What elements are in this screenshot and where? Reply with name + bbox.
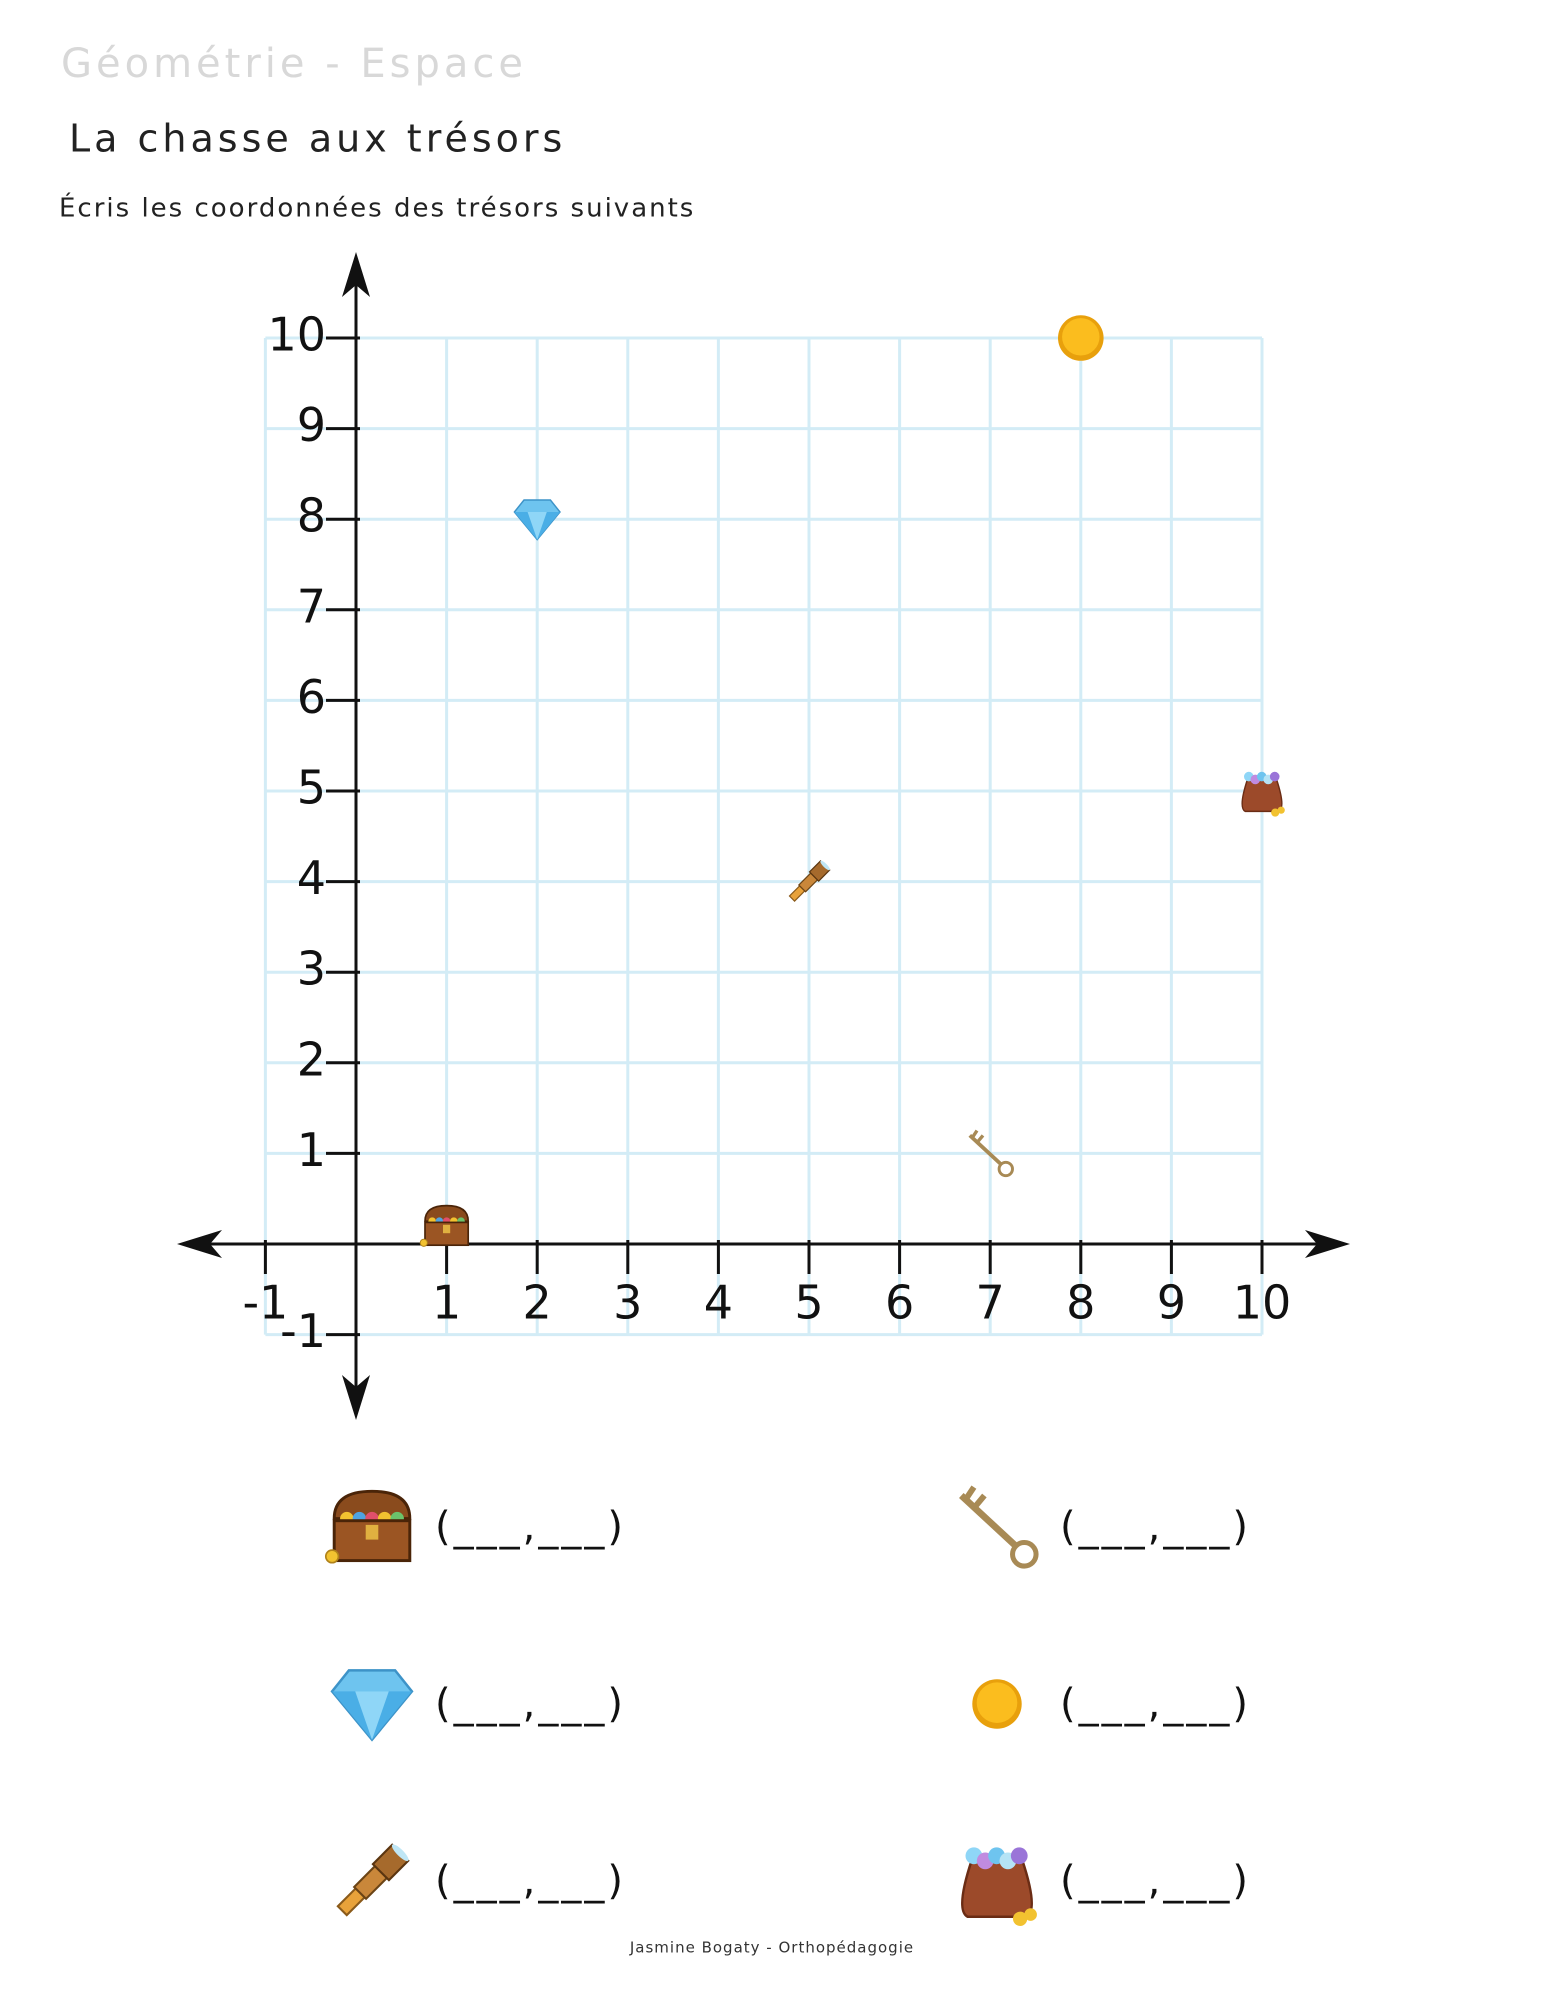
answer-blank: (___,___) bbox=[1060, 1858, 1251, 1904]
grid bbox=[263, 336, 1264, 1337]
treasure-marker bbox=[968, 1129, 1014, 1178]
shape bbox=[959, 1493, 1021, 1551]
shape bbox=[1010, 1540, 1039, 1569]
shape bbox=[391, 1844, 409, 1862]
y-tick-label: 4 bbox=[297, 851, 326, 905]
shape bbox=[1024, 1908, 1037, 1921]
x-tick-label: 9 bbox=[1157, 1276, 1186, 1330]
arrow bbox=[177, 1230, 222, 1258]
treasure-marker bbox=[788, 860, 831, 902]
shape bbox=[365, 1524, 379, 1540]
title: La chasse aux trésors bbox=[69, 117, 566, 161]
treasure-marker bbox=[419, 1204, 470, 1247]
x-tick-label: 4 bbox=[704, 1276, 733, 1330]
shape bbox=[336, 1843, 410, 1917]
answer-blank: (___,___) bbox=[435, 1504, 626, 1550]
arrow bbox=[342, 1375, 370, 1420]
shape bbox=[424, 1204, 470, 1223]
answer-blank: (___,___) bbox=[435, 1681, 626, 1727]
x-tick-label: 3 bbox=[613, 1276, 642, 1330]
shape bbox=[424, 1221, 470, 1247]
shape bbox=[527, 512, 547, 540]
shape bbox=[1012, 1911, 1028, 1926]
x-tick-label: 7 bbox=[976, 1276, 1005, 1330]
y-tick-label: -1 bbox=[280, 1304, 326, 1358]
shape bbox=[970, 1129, 985, 1144]
footer: Jasmine Bogaty - Orthopédagogie bbox=[629, 1939, 914, 1957]
answer-icon bbox=[336, 1843, 410, 1917]
shape bbox=[1277, 806, 1285, 814]
x-tick-label: 5 bbox=[794, 1276, 823, 1330]
shape bbox=[961, 1858, 1033, 1918]
shape bbox=[997, 1160, 1014, 1178]
arrow bbox=[342, 252, 370, 297]
shape bbox=[788, 860, 831, 902]
y-tick-label: 1 bbox=[297, 1123, 326, 1177]
answer-blank: (___,___) bbox=[1060, 1681, 1251, 1727]
treasure-marker bbox=[1241, 771, 1285, 817]
shape bbox=[968, 1133, 1004, 1167]
y-tick-label: 9 bbox=[297, 398, 326, 452]
shape bbox=[976, 1682, 1018, 1723]
x-tick-label: 1 bbox=[432, 1276, 461, 1330]
y-tick-label: 7 bbox=[297, 579, 326, 633]
y-tick-label: 8 bbox=[297, 489, 326, 543]
y-tick-label: 6 bbox=[297, 670, 326, 724]
shape bbox=[332, 1489, 412, 1521]
y-tick-label: 2 bbox=[297, 1032, 326, 1086]
x-tick-label: 8 bbox=[1066, 1276, 1095, 1330]
axes: -1 1 2 3 4 5 6 7 8 9 10 -1 1 2 3 4 5 6 7 8 9 10 bbox=[177, 252, 1350, 1420]
x-tick-label: 6 bbox=[885, 1276, 914, 1330]
answer-blank: (___,___) bbox=[1060, 1504, 1251, 1550]
content: (___,___) (___,___) (___,___) (___,___) (___… bbox=[324, 315, 1285, 1926]
shape bbox=[1269, 771, 1280, 782]
treasure-marker bbox=[1058, 315, 1104, 361]
subject: Géométrie - Espace bbox=[61, 41, 527, 87]
shape bbox=[963, 1485, 987, 1510]
x-tick-label: 2 bbox=[523, 1276, 552, 1330]
x-tick-label: -1 bbox=[242, 1276, 288, 1330]
arrow bbox=[1305, 1230, 1350, 1258]
shape bbox=[419, 1238, 428, 1247]
y-tick-label: 5 bbox=[297, 761, 326, 815]
shape bbox=[355, 1691, 389, 1740]
instruction: Écris les coordonnées des trésors suivan… bbox=[59, 192, 695, 224]
answer-icon bbox=[330, 1669, 414, 1742]
shape bbox=[1062, 318, 1100, 356]
x-tick-label: 10 bbox=[1233, 1276, 1292, 1330]
shape bbox=[443, 1224, 451, 1234]
shape bbox=[1271, 808, 1280, 817]
answer-blank: (___,___) bbox=[435, 1858, 626, 1904]
shape bbox=[1010, 1847, 1028, 1865]
shape bbox=[1241, 778, 1283, 813]
y-tick-label: 10 bbox=[267, 308, 326, 362]
shape bbox=[820, 860, 830, 871]
shape bbox=[324, 1549, 340, 1564]
answer-icon bbox=[972, 1679, 1022, 1729]
answer-icon bbox=[324, 1489, 412, 1564]
answer-icon bbox=[961, 1847, 1037, 1926]
answer-icon bbox=[959, 1485, 1039, 1569]
y-tick-label: 3 bbox=[297, 942, 326, 996]
treasure-marker bbox=[513, 499, 561, 541]
